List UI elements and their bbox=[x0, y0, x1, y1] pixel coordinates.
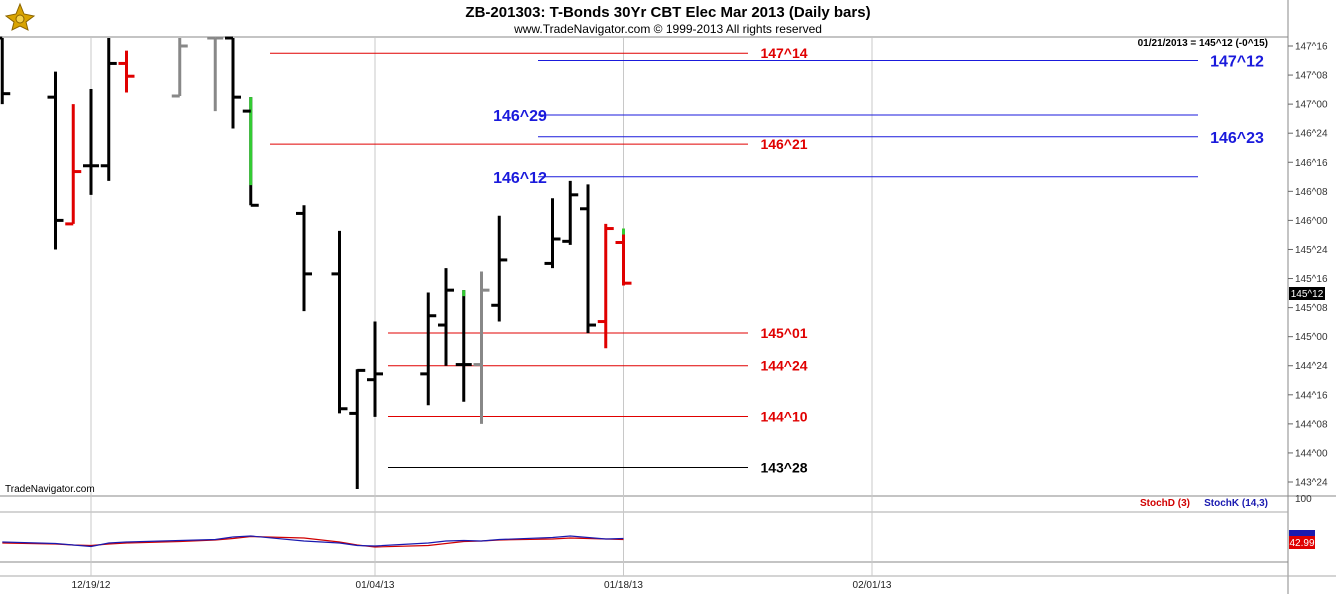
price-tick-label: 147^16 bbox=[1295, 42, 1328, 53]
level-label: 146^21 bbox=[760, 136, 807, 152]
ohlc-bar bbox=[615, 228, 632, 286]
ohlc-bar bbox=[349, 368, 366, 489]
indicator-axis: 100 bbox=[1295, 494, 1312, 505]
level-label: 144^24 bbox=[760, 358, 807, 374]
stochastic-lines bbox=[2, 535, 624, 548]
level-label: 146^12 bbox=[493, 170, 547, 187]
ohlc-bar bbox=[491, 215, 508, 322]
date-tick-label: 12/19/12 bbox=[72, 580, 111, 591]
level-label: 147^12 bbox=[1210, 54, 1264, 71]
ohlc-bar bbox=[118, 50, 135, 93]
price-tick-label: 147^08 bbox=[1295, 71, 1328, 82]
last-price-tag bbox=[1289, 287, 1325, 300]
level-label: 144^10 bbox=[760, 409, 807, 425]
ohlc-bar bbox=[597, 223, 614, 349]
price-tick-label: 147^00 bbox=[1295, 100, 1328, 111]
ohlc-bar bbox=[331, 230, 348, 414]
ohlc-bar bbox=[455, 290, 472, 402]
indicator-value-tag bbox=[1289, 536, 1315, 549]
price-tick-label: 146^08 bbox=[1295, 187, 1328, 198]
price-tick-label: 145^08 bbox=[1295, 303, 1328, 314]
date-tick-label: 01/04/13 bbox=[356, 580, 395, 591]
ohlc-bar bbox=[83, 89, 99, 195]
price-tick-label: 145^16 bbox=[1295, 274, 1328, 285]
indicator-value-tag-text: 42.99 bbox=[1289, 538, 1314, 549]
ohlc-bar bbox=[562, 180, 579, 245]
ohlc-bar bbox=[242, 97, 259, 207]
stochk-label: StochK (14,3) bbox=[1204, 498, 1268, 509]
price-tick-label: 143^24 bbox=[1295, 478, 1328, 489]
level-label: 147^14 bbox=[760, 45, 807, 61]
price-tick-label: 144^16 bbox=[1295, 390, 1328, 401]
stochd-line bbox=[2, 535, 624, 548]
price-tick-label: 144^00 bbox=[1295, 448, 1328, 459]
level-label: 145^01 bbox=[760, 325, 807, 341]
ohlc-bar bbox=[225, 36, 241, 129]
ohlc-bar bbox=[65, 104, 82, 226]
price-tick-label: 146^16 bbox=[1295, 158, 1328, 169]
chart-title: ZB-201303: T-Bonds 30Yr CBT Elec Mar 201… bbox=[465, 4, 870, 21]
date-tick-label: 01/18/13 bbox=[604, 580, 643, 591]
price-tick-label: 146^24 bbox=[1295, 129, 1328, 140]
price-readout: 01/21/2013 = 145^12 (-0^15) bbox=[1138, 38, 1268, 49]
price-tick-label: 144^24 bbox=[1295, 361, 1328, 372]
indicator-value-tag-blue bbox=[1289, 530, 1315, 536]
ohlc-bar bbox=[207, 36, 224, 112]
last-price-tag-text: 145^12 bbox=[1291, 289, 1324, 300]
level-label: 143^28 bbox=[760, 459, 807, 475]
level-label: 146^29 bbox=[493, 108, 547, 125]
ohlc-bar bbox=[171, 38, 188, 98]
stochk-line bbox=[2, 535, 624, 548]
watermark-text: TradeNavigator.com bbox=[5, 484, 95, 495]
price-tick-label: 145^24 bbox=[1295, 245, 1328, 256]
ohlc-bar bbox=[544, 198, 561, 269]
level-lines: 147^14 146^21 145^01 144^24 144^10 143^28 147^… bbox=[270, 45, 1264, 475]
ohlc-bar bbox=[0, 36, 11, 105]
trade-navigator-logo-icon bbox=[4, 2, 36, 31]
indicator-tick-label: 100 bbox=[1295, 494, 1312, 505]
price-axis: 147^16 147^08 147^00 146^24 146^16 146^08 146^… bbox=[1288, 42, 1328, 489]
ohlc-bar bbox=[296, 205, 312, 312]
ohlc-bar bbox=[473, 271, 490, 424]
ohlc-bar bbox=[420, 292, 437, 406]
ohlc-bar bbox=[438, 268, 454, 366]
copyright-text: www.TradeNavigator.com © 1999-2013 All r… bbox=[513, 22, 822, 36]
price-tick-label: 145^00 bbox=[1295, 332, 1328, 343]
ohlc-bars bbox=[0, 36, 632, 489]
date-tick-label: 02/01/13 bbox=[853, 580, 892, 591]
price-tick-label: 146^00 bbox=[1295, 216, 1328, 227]
stochd-label: StochD (3) bbox=[1140, 498, 1190, 509]
ohlc-bar bbox=[100, 38, 117, 181]
ohlc-bar bbox=[47, 71, 64, 250]
level-label: 146^23 bbox=[1210, 130, 1264, 147]
ohlc-bar bbox=[367, 321, 383, 417]
ohlc-bar bbox=[580, 184, 596, 334]
date-axis: 12/19/12 01/04/13 01/18/13 02/01/13 bbox=[72, 580, 892, 591]
price-tick-label: 144^08 bbox=[1295, 419, 1328, 430]
